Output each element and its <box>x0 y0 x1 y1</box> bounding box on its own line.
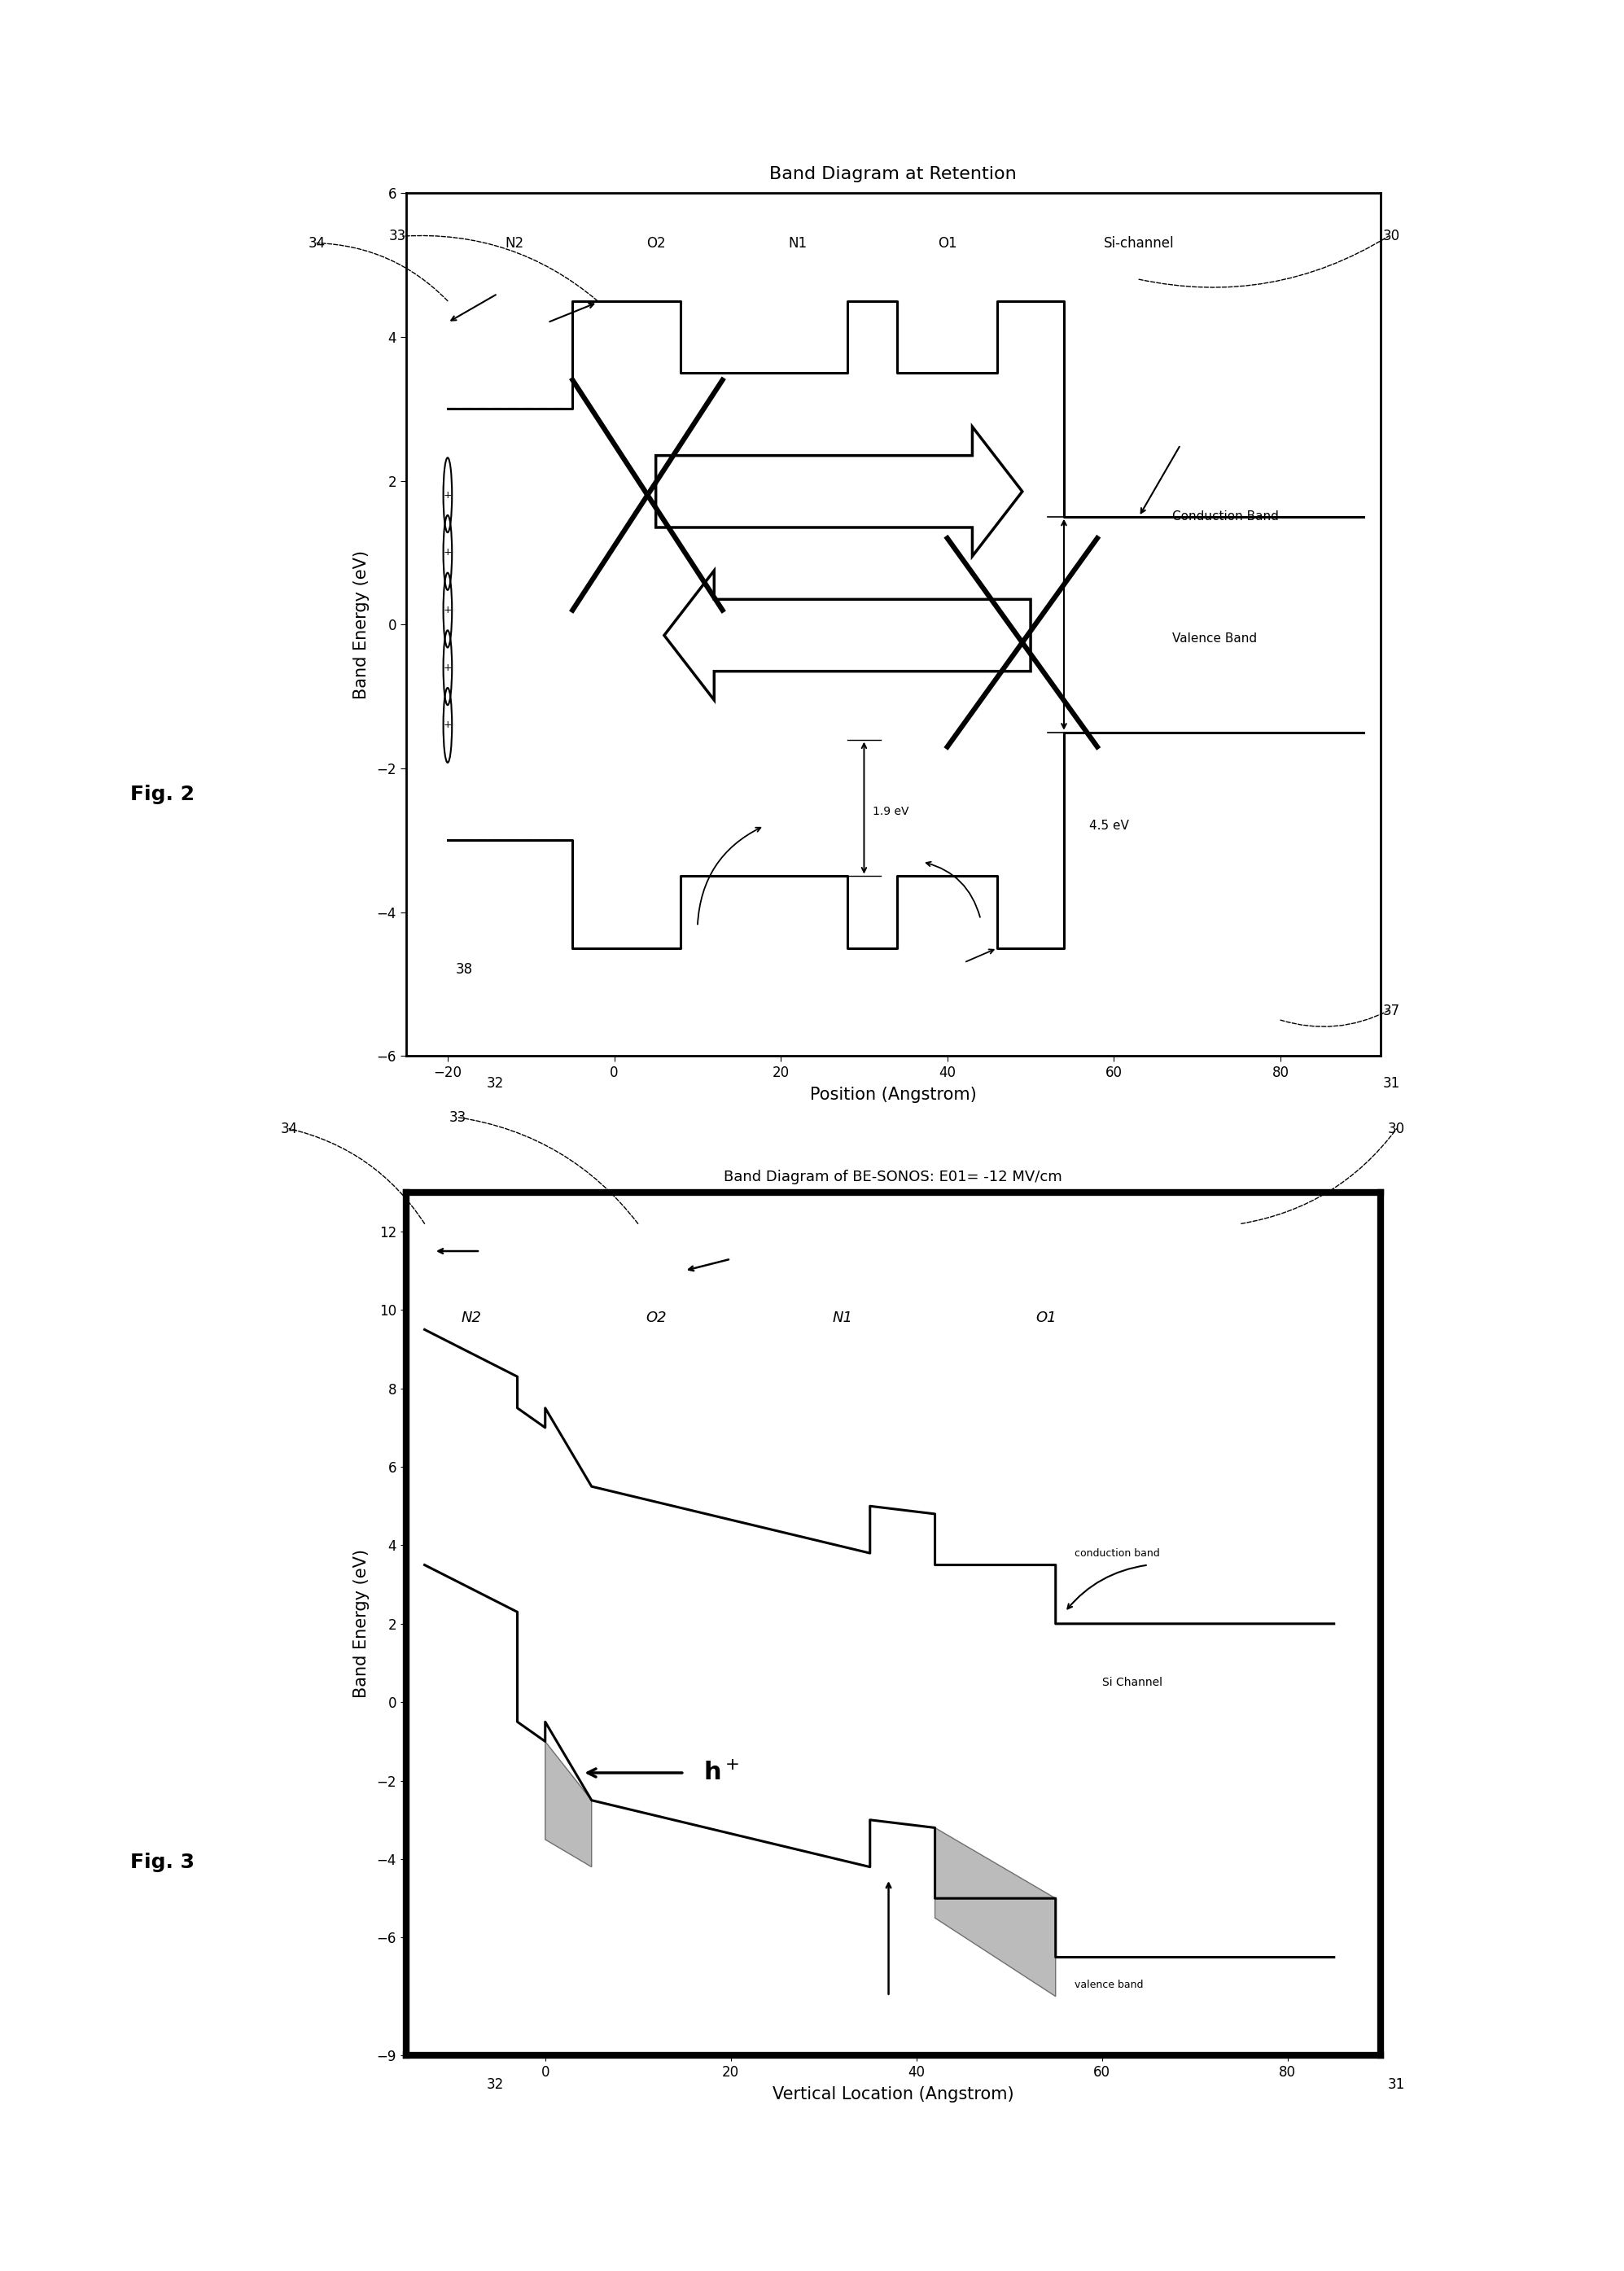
Text: N1: N1 <box>788 236 807 250</box>
Text: 33: 33 <box>450 1111 466 1124</box>
Text: Fig. 2: Fig. 2 <box>130 786 195 804</box>
FancyArrow shape <box>664 570 1031 699</box>
Text: 38: 38 <box>456 963 473 977</box>
Text: N1: N1 <box>831 1310 853 1324</box>
Y-axis label: Band Energy (eV): Band Energy (eV) <box>354 1549 370 1699</box>
Text: +: + <box>443 491 451 500</box>
Text: Si-channel: Si-channel <box>1104 236 1174 250</box>
Text: O2: O2 <box>646 1310 667 1324</box>
Text: 33: 33 <box>390 229 406 243</box>
Text: 37: 37 <box>1384 1004 1400 1017</box>
Text: Conduction Band: Conduction Band <box>1173 511 1278 522</box>
Text: N2: N2 <box>505 236 523 250</box>
Text: 34: 34 <box>281 1122 297 1136</box>
Text: 30: 30 <box>1389 1122 1405 1136</box>
FancyArrow shape <box>656 427 1021 556</box>
Text: Si Channel: Si Channel <box>1103 1676 1163 1687</box>
Text: +: + <box>443 663 451 672</box>
Text: 1.9 eV: 1.9 eV <box>872 806 908 818</box>
Polygon shape <box>546 1742 591 1867</box>
Text: Fig. 3: Fig. 3 <box>130 1853 195 1871</box>
Text: +: + <box>443 720 451 731</box>
Text: O1: O1 <box>937 236 957 250</box>
Title: Band Diagram at Retention: Band Diagram at Retention <box>770 166 1017 182</box>
Polygon shape <box>935 1828 1056 1996</box>
Text: 31: 31 <box>1384 1076 1400 1090</box>
Text: O2: O2 <box>646 236 666 250</box>
X-axis label: Position (Angstrom): Position (Angstrom) <box>810 1088 976 1104</box>
Text: 30: 30 <box>1384 229 1400 243</box>
Text: valence band: valence band <box>1073 1980 1143 1989</box>
Text: Valence Band: Valence Band <box>1173 634 1257 645</box>
Text: 32: 32 <box>487 1076 503 1090</box>
Text: conduction band: conduction band <box>1073 1549 1160 1558</box>
Text: 31: 31 <box>1389 2078 1405 2092</box>
Text: +: + <box>443 547 451 559</box>
Text: 32: 32 <box>487 2078 503 2092</box>
Text: O1: O1 <box>1036 1310 1057 1324</box>
Text: h$^+$: h$^+$ <box>703 1760 739 1785</box>
Text: +: + <box>443 604 451 615</box>
Text: 34: 34 <box>309 236 325 250</box>
X-axis label: Vertical Location (Angstrom): Vertical Location (Angstrom) <box>773 2087 1013 2103</box>
Text: 4.5 eV: 4.5 eV <box>1090 820 1129 831</box>
Y-axis label: Band Energy (eV): Band Energy (eV) <box>354 550 370 699</box>
Text: N2: N2 <box>461 1310 481 1324</box>
Title: Band Diagram of BE-SONOS: E01= -12 MV/cm: Band Diagram of BE-SONOS: E01= -12 MV/cm <box>724 1170 1062 1183</box>
